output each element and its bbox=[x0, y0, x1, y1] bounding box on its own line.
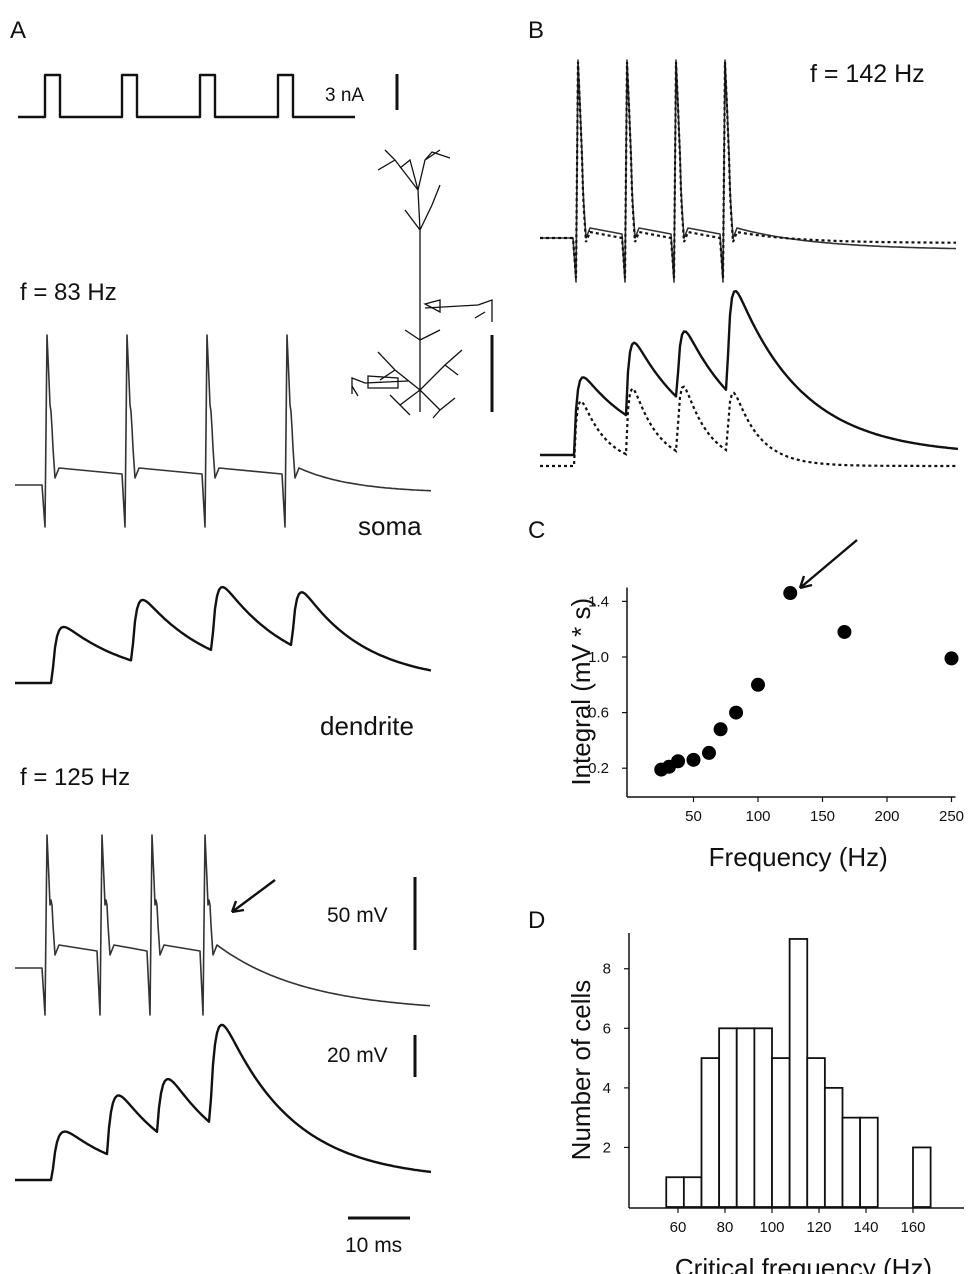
y-tick-label: 0.6 bbox=[588, 705, 609, 722]
x-tick-label: 60 bbox=[670, 1219, 687, 1236]
x-tick-label: 100 bbox=[759, 1219, 784, 1236]
y-tick-label: 1.4 bbox=[588, 593, 609, 610]
y-tick-label: 1.0 bbox=[588, 649, 609, 666]
trace-label: dendrite bbox=[320, 711, 414, 741]
x-tick-label: 160 bbox=[900, 1219, 925, 1236]
point bbox=[751, 677, 765, 692]
soma-trace bbox=[15, 834, 431, 1016]
soma-trace bbox=[540, 59, 957, 283]
scale-label: 20 mV bbox=[327, 1044, 388, 1067]
y-axis-label: Number of cells bbox=[566, 980, 596, 1161]
y-tick-label: 0.2 bbox=[588, 760, 609, 777]
frequency-label: f = 142 Hz bbox=[810, 60, 925, 88]
stimulus-trace bbox=[18, 73, 355, 119]
bar bbox=[788, 938, 809, 1208]
bar bbox=[859, 1116, 879, 1208]
point bbox=[713, 722, 728, 737]
bar bbox=[665, 1176, 685, 1208]
y-tick-label: 4 bbox=[603, 1080, 611, 1097]
point bbox=[783, 586, 798, 601]
panel-label: B bbox=[528, 17, 544, 44]
dendrite-trace-dashed bbox=[540, 385, 958, 468]
bar bbox=[700, 1057, 721, 1208]
x-tick-label: 140 bbox=[853, 1219, 878, 1236]
scale-label: 3 nA bbox=[325, 85, 364, 106]
soma-trace-dashed bbox=[540, 61, 956, 279]
x-axis-label: Critical frequency (Hz) bbox=[675, 1253, 932, 1274]
y-tick-label: 2 bbox=[603, 1139, 611, 1156]
bar bbox=[823, 1086, 844, 1208]
neuron-drawing bbox=[351, 149, 493, 419]
scale-label: 10 ms bbox=[345, 1234, 402, 1257]
x-tick-label: 150 bbox=[810, 808, 835, 825]
bar bbox=[806, 1057, 826, 1208]
panel-label: D bbox=[528, 907, 545, 934]
bar bbox=[771, 1057, 791, 1208]
point bbox=[729, 705, 744, 720]
bar bbox=[753, 1027, 773, 1208]
y-tick-label: 8 bbox=[603, 961, 611, 978]
bar bbox=[718, 1027, 738, 1208]
x-tick-label: 200 bbox=[874, 808, 899, 825]
x-tick-label: 250 bbox=[939, 808, 964, 825]
dendrite-trace bbox=[540, 289, 959, 457]
x-tick-label: 80 bbox=[717, 1219, 734, 1236]
point bbox=[671, 754, 686, 769]
dendrite-trace bbox=[15, 585, 432, 685]
point bbox=[837, 624, 852, 639]
x-tick-label: 50 bbox=[685, 808, 702, 825]
trace-label: soma bbox=[358, 511, 422, 541]
point bbox=[686, 752, 701, 767]
scale-label: 50 mV bbox=[327, 904, 388, 927]
dendrite-trace bbox=[15, 1023, 432, 1182]
y-tick-label: 6 bbox=[603, 1020, 611, 1037]
x-tick-label: 120 bbox=[806, 1219, 831, 1236]
charts: 50 100 150 200 250 0.2 0.6 1.0 1.4 Frequency (Hz)… bbox=[566, 586, 964, 1274]
arrow bbox=[798, 539, 858, 590]
traces bbox=[15, 59, 959, 1182]
frequency-label: f = 83 Hz bbox=[20, 279, 117, 306]
x-tick-label: 100 bbox=[745, 808, 770, 825]
x-axis-label: Frequency (Hz) bbox=[709, 842, 888, 872]
soma-trace bbox=[15, 334, 432, 528]
bar bbox=[912, 1146, 932, 1208]
frequency-label: f = 125 Hz bbox=[20, 764, 130, 791]
bar bbox=[682, 1176, 703, 1208]
panel-label: C bbox=[528, 517, 545, 544]
panel-label: A bbox=[10, 17, 26, 44]
bar bbox=[735, 1027, 756, 1208]
arrow bbox=[230, 879, 276, 914]
point bbox=[701, 745, 716, 760]
y-axis-label: Integral (mV * s) bbox=[566, 598, 596, 786]
bar bbox=[841, 1116, 862, 1208]
point bbox=[944, 651, 959, 666]
